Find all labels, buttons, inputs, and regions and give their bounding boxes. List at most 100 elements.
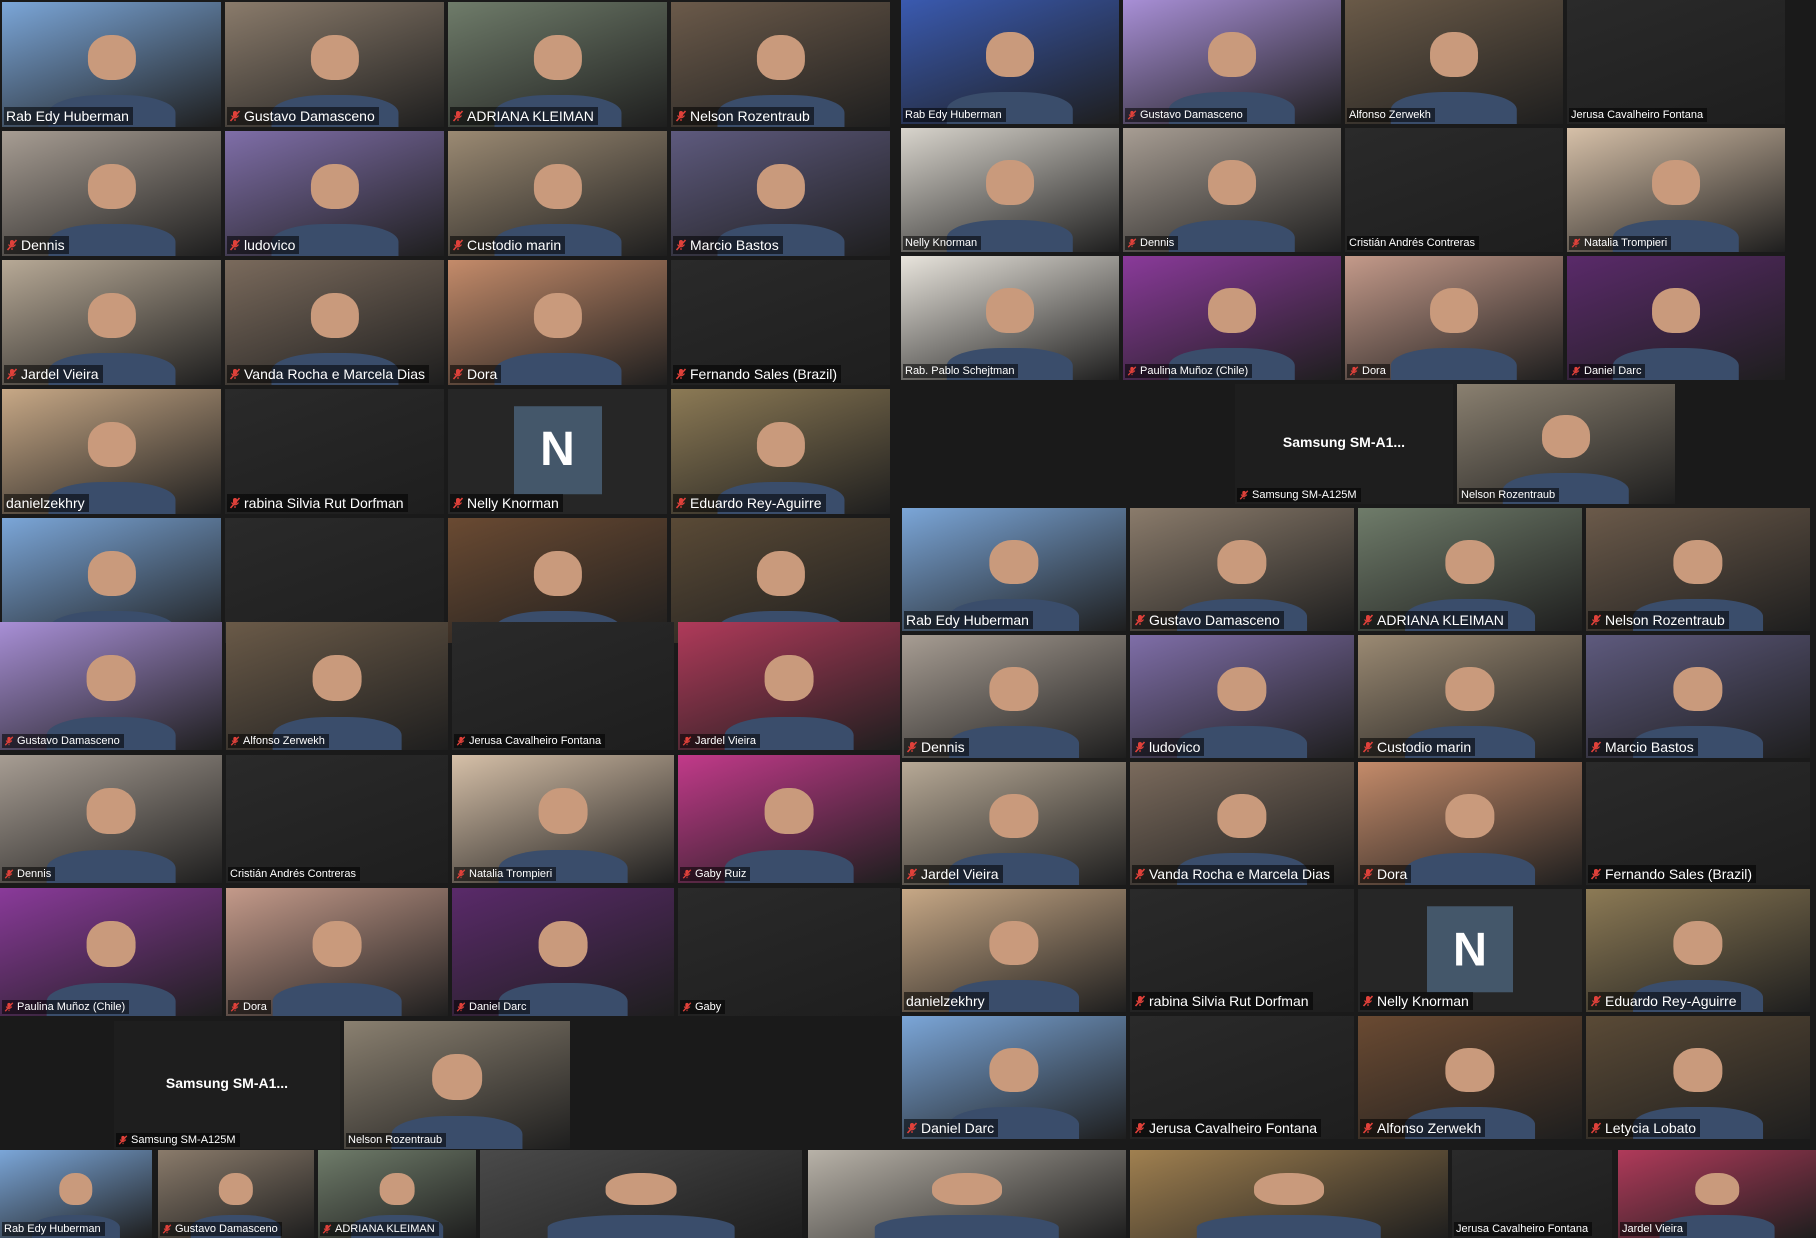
participant-video-tile[interactable]: danielzekhry: [902, 889, 1126, 1012]
participant-video-tile[interactable]: Gustavo Damasceno: [225, 2, 444, 127]
participant-video-tile[interactable]: Gustavo Damasceno: [158, 1150, 314, 1238]
participant-video-tile[interactable]: Dora: [448, 260, 667, 385]
participant-video-tile[interactable]: Jardel Vieira: [902, 762, 1126, 885]
participant-video-tile[interactable]: Eduardo Rey-Aguirre: [1586, 889, 1810, 1012]
participant-video-tile[interactable]: Rab Edy Huberman: [0, 1150, 152, 1238]
device-participant-tile[interactable]: Samsung SM-A1... Samsung SM-A125M: [114, 1021, 340, 1149]
participant-video-tile[interactable]: [480, 1150, 802, 1238]
participant-video-tile[interactable]: Paulina Muñoz (Chile): [1123, 256, 1341, 380]
participant-video-tile[interactable]: Eduardo Rey-Aguirre: [671, 389, 890, 514]
participant-video-tile[interactable]: Rab. Pablo Schejtman: [901, 256, 1119, 380]
participant-name: Rab Edy Huberman: [906, 612, 1029, 628]
participant-video-tile[interactable]: Marcio Bastos: [1586, 635, 1810, 758]
participant-name-label: ludovico: [227, 236, 300, 254]
participant-video-tile[interactable]: [808, 1150, 1126, 1238]
participant-video-tile[interactable]: Nelson Rozentraub: [1457, 384, 1675, 504]
participant-video-tile[interactable]: Dora: [1345, 256, 1563, 380]
participant-video-tile[interactable]: Nelly Knorman: [901, 128, 1119, 252]
person-silhouette-head: [1673, 666, 1723, 712]
participant-video-tile[interactable]: Dennis: [902, 635, 1126, 758]
person-silhouette-head: [1652, 160, 1700, 205]
participant-name: Natalia Trompieri: [1584, 237, 1668, 249]
participant-video-tile[interactable]: Vanda Rocha e Marcela Dias: [225, 260, 444, 385]
participant-video-tile[interactable]: N Nelly Knorman: [448, 389, 667, 514]
participant-name-label: rabina Silvia Rut Dorfman: [227, 494, 408, 512]
mic-muted-icon: [452, 497, 464, 509]
person-silhouette-head: [1217, 666, 1267, 712]
mic-muted-icon: [1590, 1122, 1602, 1134]
participant-video-tile[interactable]: Jerusa Cavalheiro Fontana: [1130, 1016, 1354, 1139]
participant-video-tile[interactable]: Paulina Muñoz (Chile): [0, 888, 222, 1016]
participant-video-tile[interactable]: Dora: [226, 888, 448, 1016]
participant-video-tile[interactable]: Fernando Sales (Brazil): [1586, 762, 1810, 885]
participant-video-tile[interactable]: Rab Edy Huberman: [902, 508, 1126, 631]
video-background: [226, 755, 448, 883]
person-silhouette-head: [87, 550, 136, 596]
participant-video-tile[interactable]: Nelson Rozentraub: [671, 2, 890, 127]
mic-muted-icon: [456, 1002, 466, 1012]
participant-video-tile[interactable]: ADRIANA KLEIMAN: [448, 2, 667, 127]
participant-video-tile[interactable]: ADRIANA KLEIMAN: [318, 1150, 476, 1238]
device-participant-tile[interactable]: Samsung SM-A1... Samsung SM-A125M: [1235, 384, 1453, 504]
participant-video-tile[interactable]: Alfonso Zerwekh: [226, 622, 448, 750]
participant-video-tile[interactable]: Alfonso Zerwekh: [1358, 1016, 1582, 1139]
participant-video-tile[interactable]: rabina Silvia Rut Dorfman: [1130, 889, 1354, 1012]
participant-video-tile[interactable]: Custodio marin: [448, 131, 667, 256]
participant-video-tile[interactable]: Natalia Trompieri: [452, 755, 674, 883]
participant-video-tile[interactable]: Rab Edy Huberman: [2, 2, 221, 127]
participant-video-tile[interactable]: Daniel Darc: [1567, 256, 1785, 380]
participant-video-tile[interactable]: Daniel Darc: [902, 1016, 1126, 1139]
participant-video-tile[interactable]: Jardel Vieira: [1618, 1150, 1816, 1238]
participant-video-tile[interactable]: [1130, 1150, 1448, 1238]
participant-name-label: Daniel Darc: [904, 1119, 999, 1137]
participant-name-label: Jerusa Cavalheiro Fontana: [1569, 108, 1708, 122]
participant-video-tile[interactable]: ludovico: [1130, 635, 1354, 758]
participant-video-tile[interactable]: N Nelly Knorman: [1358, 889, 1582, 1012]
participant-video-tile[interactable]: Natalia Trompieri: [1567, 128, 1785, 252]
person-silhouette-head: [432, 1054, 482, 1101]
participant-video-tile[interactable]: Jardel Vieira: [2, 260, 221, 385]
participant-name-label: Daniel Darc: [454, 1000, 531, 1014]
participant-video-tile[interactable]: Alfonso Zerwekh: [1345, 0, 1563, 124]
mic-muted-icon: [1571, 366, 1581, 376]
participant-video-tile[interactable]: danielzekhry: [2, 389, 221, 514]
participant-video-tile[interactable]: Gustavo Damasceno: [0, 622, 222, 750]
participant-video-tile[interactable]: Jerusa Cavalheiro Fontana: [452, 622, 674, 750]
participant-video-tile[interactable]: Custodio marin: [1358, 635, 1582, 758]
participant-video-tile[interactable]: Daniel Darc: [452, 888, 674, 1016]
mic-muted-icon: [1362, 1122, 1374, 1134]
participant-video-tile[interactable]: Gustavo Damasceno: [1130, 508, 1354, 631]
participant-video-tile[interactable]: Fernando Sales (Brazil): [671, 260, 890, 385]
video-background: [1130, 1016, 1354, 1139]
participant-name: Gaby: [695, 1001, 722, 1013]
mic-muted-icon: [1134, 1122, 1146, 1134]
participant-video-tile[interactable]: Dennis: [2, 131, 221, 256]
person-silhouette-head: [1695, 1172, 1739, 1205]
participant-video-tile[interactable]: Vanda Rocha e Marcela Dias: [1130, 762, 1354, 885]
participant-video-tile[interactable]: Jerusa Cavalheiro Fontana: [1452, 1150, 1612, 1238]
participant-video-tile[interactable]: Dennis: [1123, 128, 1341, 252]
participant-video-tile[interactable]: Letycia Lobato: [1586, 1016, 1810, 1139]
participant-video-tile[interactable]: Nelson Rozentraub: [344, 1021, 570, 1149]
participant-name-label: Gustavo Damasceno: [160, 1222, 282, 1236]
participant-video-tile[interactable]: Rab Edy Huberman: [901, 0, 1119, 124]
avatar-initial: N: [513, 405, 602, 494]
participant-video-tile[interactable]: Gustavo Damasceno: [1123, 0, 1341, 124]
participant-video-tile[interactable]: ADRIANA KLEIMAN: [1358, 508, 1582, 631]
participant-video-tile[interactable]: Nelson Rozentraub: [1586, 508, 1810, 631]
participant-video-tile[interactable]: Jerusa Cavalheiro Fontana: [1567, 0, 1785, 124]
mic-muted-icon: [4, 869, 14, 879]
participant-video-tile[interactable]: Gaby: [678, 888, 900, 1016]
participant-video-tile[interactable]: Jardel Vieira: [678, 622, 900, 750]
participant-video-tile[interactable]: Cristián Andrés Contreras: [226, 755, 448, 883]
participant-video-tile[interactable]: rabina Silvia Rut Dorfman: [225, 389, 444, 514]
participant-video-tile[interactable]: ludovico: [225, 131, 444, 256]
person-silhouette-head: [764, 788, 814, 835]
person-silhouette-head: [1254, 1172, 1324, 1205]
participant-video-tile[interactable]: Marcio Bastos: [671, 131, 890, 256]
participant-video-tile[interactable]: Gaby Ruiz: [678, 755, 900, 883]
participant-video-tile[interactable]: Dora: [1358, 762, 1582, 885]
participant-video-tile[interactable]: Dennis: [0, 755, 222, 883]
participant-name-label: ADRIANA KLEIMAN: [450, 107, 598, 125]
participant-video-tile[interactable]: Cristián Andrés Contreras: [1345, 128, 1563, 252]
